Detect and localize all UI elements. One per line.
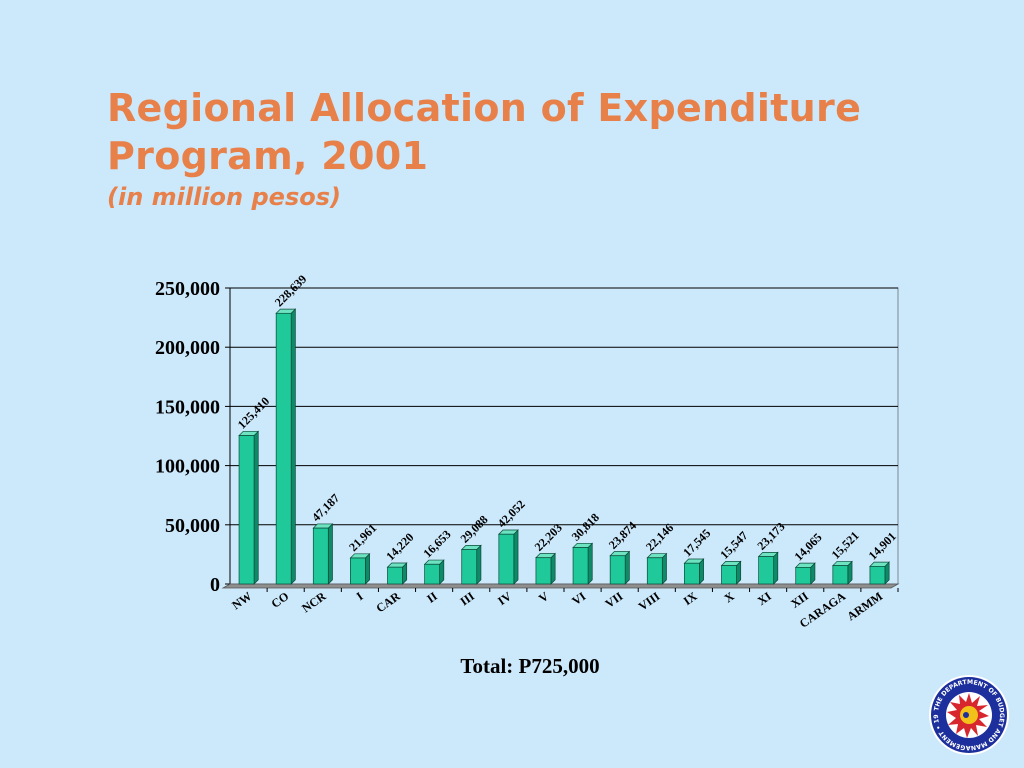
data-label: 17,545 — [680, 526, 713, 559]
bar-side-VI — [587, 542, 593, 585]
data-label: 125,410 — [235, 394, 272, 431]
bar-CAR — [387, 566, 403, 585]
data-label: 23,874 — [606, 519, 639, 552]
bar-side-III — [476, 544, 482, 585]
bar-side-NW — [253, 430, 259, 585]
x-tick-label: VII — [603, 589, 626, 611]
y-tick-label: 250,000 — [155, 278, 220, 300]
slide-title-block: Regional Allocation of Expenditure Progr… — [107, 84, 907, 214]
x-tick-label: X — [722, 589, 737, 606]
bar-side-VIII — [661, 552, 667, 585]
bar-II — [424, 563, 440, 585]
y-tick-label: 200,000 — [155, 337, 220, 359]
bar-side-V — [550, 552, 556, 585]
data-label: 15,521 — [829, 529, 862, 562]
bar-VIII — [646, 557, 663, 585]
bar-side-I — [365, 552, 370, 585]
slide-subtitle: (in million pesos) — [107, 183, 341, 211]
bar-NCR — [312, 527, 329, 585]
data-label: 14,220 — [383, 530, 416, 563]
x-tick-label: II — [424, 589, 440, 606]
bar-III — [461, 549, 478, 585]
x-tick-label: V — [536, 589, 551, 606]
data-label: 228,639 — [272, 272, 309, 309]
y-tick-label: 0 — [210, 574, 220, 596]
data-label: 29,088 — [457, 512, 490, 545]
x-tick-label: VIII — [636, 589, 663, 614]
slide-title-line-2: Program, 2001 — [107, 134, 429, 178]
bar-I — [350, 557, 366, 585]
bar-NW — [238, 435, 255, 585]
bar-XI — [758, 556, 774, 585]
data-label: 16,653 — [420, 527, 453, 560]
bar-side-XI — [773, 551, 779, 585]
bar-side-IV — [513, 529, 519, 585]
x-tick-label: CAR — [373, 589, 403, 616]
bar-side-NCR — [327, 523, 333, 585]
y-tick-label: 50,000 — [165, 515, 220, 537]
bar-VI — [572, 547, 589, 585]
bar-VII — [609, 555, 626, 585]
dbm-seal-logo: THE DEPARTMENT OF BUDGET AND MANAGEMENT … — [928, 674, 1009, 755]
data-label: 14,065 — [791, 530, 824, 563]
x-tick-label: NW — [229, 589, 254, 612]
x-tick-label: XII — [788, 589, 811, 611]
seal-center-dot — [963, 712, 969, 718]
bar-IX — [684, 562, 700, 585]
x-tick-label: IV — [495, 589, 514, 608]
data-label: 47,187 — [309, 491, 342, 524]
bar-ARMM — [869, 566, 886, 585]
bar-V — [535, 557, 552, 585]
x-tick-label: ARMM — [844, 589, 885, 623]
x-tick-label: XI — [755, 589, 774, 608]
data-label: 21,961 — [346, 521, 379, 554]
x-tick-label: NCR — [299, 589, 329, 616]
x-tick-label: IX — [681, 589, 700, 608]
slide-title-line-1: Regional Allocation of Expenditure — [107, 86, 862, 130]
data-label: 30,818 — [569, 510, 602, 543]
data-label: 42,052 — [495, 497, 528, 530]
bar-IV — [498, 533, 515, 585]
bar-XII — [795, 566, 812, 585]
y-tick-label: 100,000 — [155, 456, 220, 478]
bar-X — [721, 565, 737, 585]
bar-CARAGA — [832, 565, 849, 585]
data-label: 15,547 — [717, 528, 750, 561]
bar-CO — [275, 312, 292, 585]
x-tick-label: VI — [569, 589, 588, 608]
data-label: 22,146 — [643, 521, 676, 554]
x-tick-label: III — [457, 589, 477, 609]
data-label: 22,203 — [532, 521, 565, 554]
chart-floor — [221, 583, 900, 589]
bar-side-VII — [624, 550, 630, 585]
data-label: 14,901 — [866, 529, 899, 562]
bar-side-CO — [290, 308, 296, 585]
x-tick-label: I — [354, 589, 366, 603]
x-tick-label: CO — [269, 589, 292, 611]
total-note: Total: P725,000 — [460, 654, 600, 678]
y-tick-label: 150,000 — [155, 396, 220, 418]
